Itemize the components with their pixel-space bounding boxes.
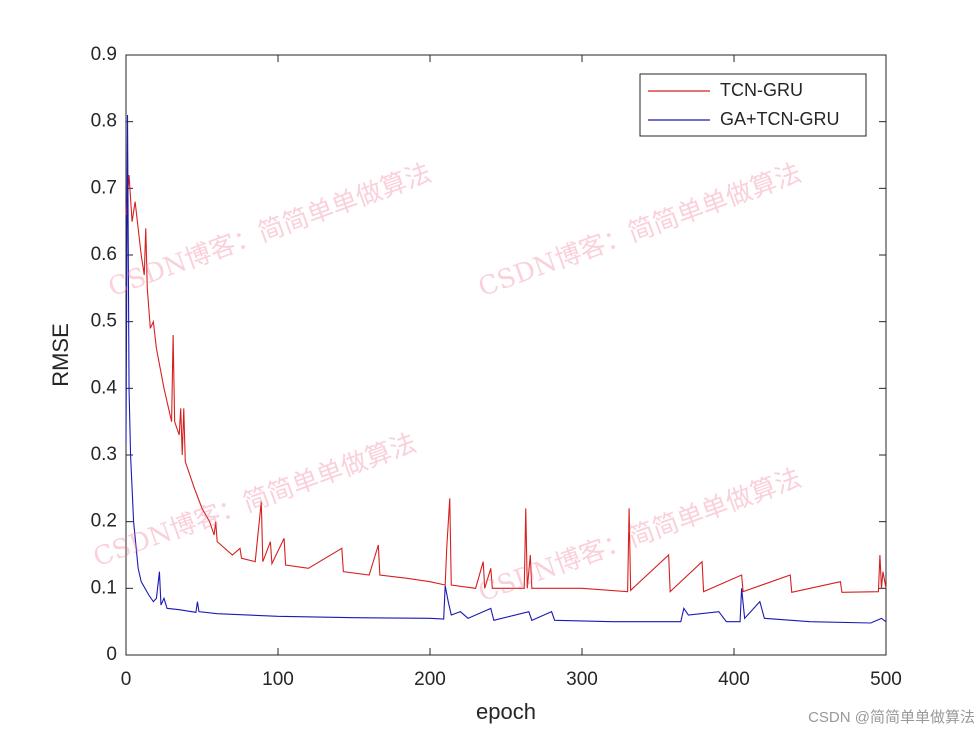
y-tick-label: 0.4 [91,377,118,398]
legend-label: GA+TCN-GRU [720,109,840,129]
y-tick-label: 0.5 [91,311,117,332]
y-tick-label: 0.1 [91,577,117,598]
x-tick-label: 500 [870,669,902,690]
line-series [125,174,887,594]
x-tick-label: 300 [566,669,598,690]
credit: CSDN @简简单单做算法 [808,708,975,726]
x-tick-label: 400 [718,669,750,690]
x-tick-label: 200 [414,669,446,690]
plot-area [125,54,887,656]
y-axis-label: RMSE [48,323,73,387]
y-tick-label: 0.8 [91,111,117,132]
x-tick-label: 100 [262,669,294,690]
y-tick-label: 0.6 [91,244,117,265]
y-tick-label: 0.2 [91,511,117,532]
x-axis-label: epoch [476,699,536,724]
y-tick-label: 0.9 [91,44,117,65]
y-tick-label: 0.3 [91,444,117,465]
x-tick-label: 0 [121,669,132,690]
legend [639,73,867,137]
line-series [125,114,887,624]
legend-label: TCN-GRU [720,80,803,100]
y-tick-label: 0 [106,644,117,665]
y-tick-label: 0.7 [91,177,117,198]
